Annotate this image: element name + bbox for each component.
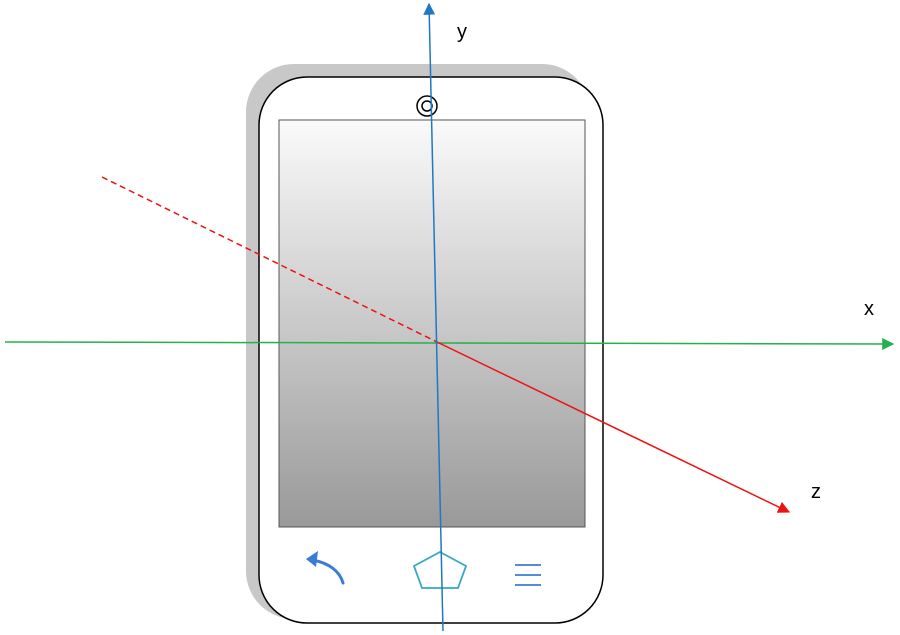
camera-icon <box>416 95 438 117</box>
y-axis-label: y <box>457 21 467 43</box>
x-axis <box>4 337 895 350</box>
x-axis-label: x <box>864 298 874 320</box>
back-arrow-icon[interactable] <box>306 551 345 585</box>
z-axis <box>436 341 791 513</box>
phone <box>246 64 604 624</box>
phone-screen <box>278 119 586 528</box>
home-pentagon-icon[interactable] <box>412 550 468 589</box>
menu-lines-icon[interactable] <box>515 564 541 586</box>
y-axis <box>423 2 444 632</box>
axes: y x z <box>4 2 895 632</box>
z-axis-negative <box>101 176 438 343</box>
z-axis-label: z <box>811 481 821 503</box>
